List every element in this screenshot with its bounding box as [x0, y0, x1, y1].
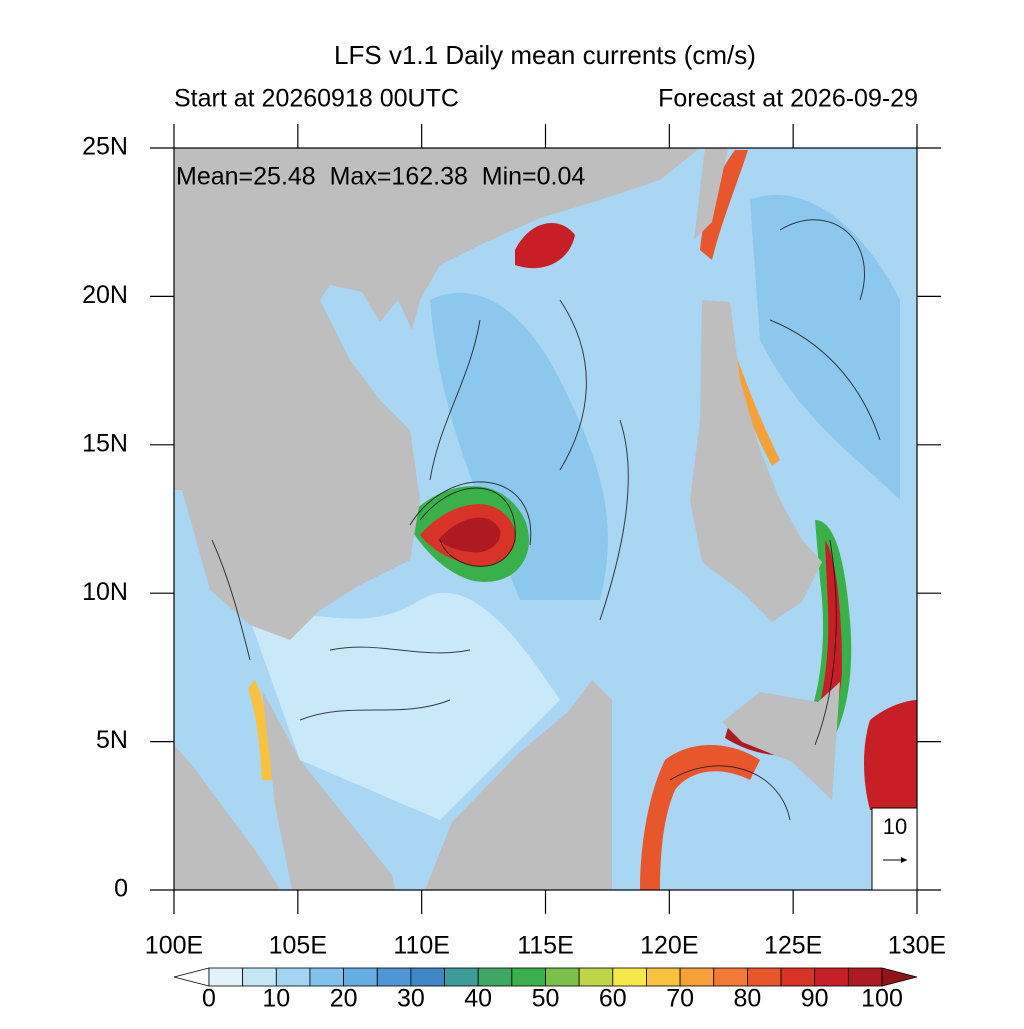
colorbar-label: 100 [861, 985, 903, 1013]
colorbar-box [679, 967, 715, 987]
colorbar-box [612, 967, 647, 987]
map-field [174, 148, 917, 890]
colorbar-box [578, 967, 614, 987]
colorbar-label: 40 [464, 985, 492, 1013]
colorbar-box [814, 967, 849, 987]
subtitle-left: Start at 20260918 00UTC [174, 85, 459, 113]
title: LFS v1.1 Daily mean currents (cm/s) [334, 40, 756, 70]
colorbar-label: 70 [666, 985, 694, 1013]
colorbar-label: 10 [262, 985, 290, 1013]
colorbar-box [747, 967, 782, 987]
colorbar-label: 50 [532, 985, 560, 1013]
x-tick-label: 120E [640, 932, 698, 960]
y-tick-label: 10N [82, 578, 128, 606]
colorbar-over [881, 967, 918, 987]
colorbar-label: 20 [330, 985, 358, 1013]
streamlines [211, 219, 881, 821]
reference-vector-arrow [883, 857, 907, 863]
colorbar-box [780, 967, 816, 987]
reference-vector-label: 10 [883, 814, 907, 839]
colorbar-box [376, 967, 412, 987]
colorbar-under [173, 967, 210, 987]
colorbar-box [847, 967, 883, 987]
x-tick-label: 100E [145, 932, 203, 960]
y-tick-label: 0 [114, 875, 128, 903]
x-tick-label: 110E [393, 932, 450, 960]
y-tick-label: 20N [82, 281, 128, 309]
colorbar-box [343, 967, 378, 987]
colorbar-box [646, 967, 681, 987]
colorbar-box [545, 967, 580, 987]
stats-annotation: Mean=25.48 Max=162.38 Min=0.04 [176, 163, 585, 191]
y-tick-label: 25N [82, 133, 128, 161]
x-tick-label: 125E [764, 932, 822, 960]
colorbar-box [410, 967, 445, 987]
colorbar-box [208, 967, 244, 987]
colorbar-box [309, 967, 345, 987]
speed-patches [248, 150, 917, 890]
colorbar-label: 60 [599, 985, 627, 1013]
subtitle-right: Forecast at 2026-09-29 [658, 85, 918, 113]
colorbar-box [444, 967, 479, 987]
colorbar-box [477, 967, 513, 987]
colorbar-label: 90 [801, 985, 829, 1013]
colorbar-label: 80 [733, 985, 761, 1013]
x-tick-label: 105E [269, 932, 327, 960]
colorbar-label: 30 [397, 985, 425, 1013]
reference-vector-box [871, 807, 918, 891]
colorbar-box [511, 967, 546, 987]
x-tick-label: 115E [517, 932, 574, 960]
colorbar-box [242, 967, 277, 987]
x-tick-label: 130E [888, 932, 946, 960]
colorbar-label: 0 [202, 985, 216, 1013]
y-tick-label: 15N [82, 429, 128, 457]
colorbar-box [713, 967, 748, 987]
colorbar-box [275, 967, 311, 987]
land [174, 148, 840, 890]
y-tick-label: 5N [96, 726, 128, 754]
